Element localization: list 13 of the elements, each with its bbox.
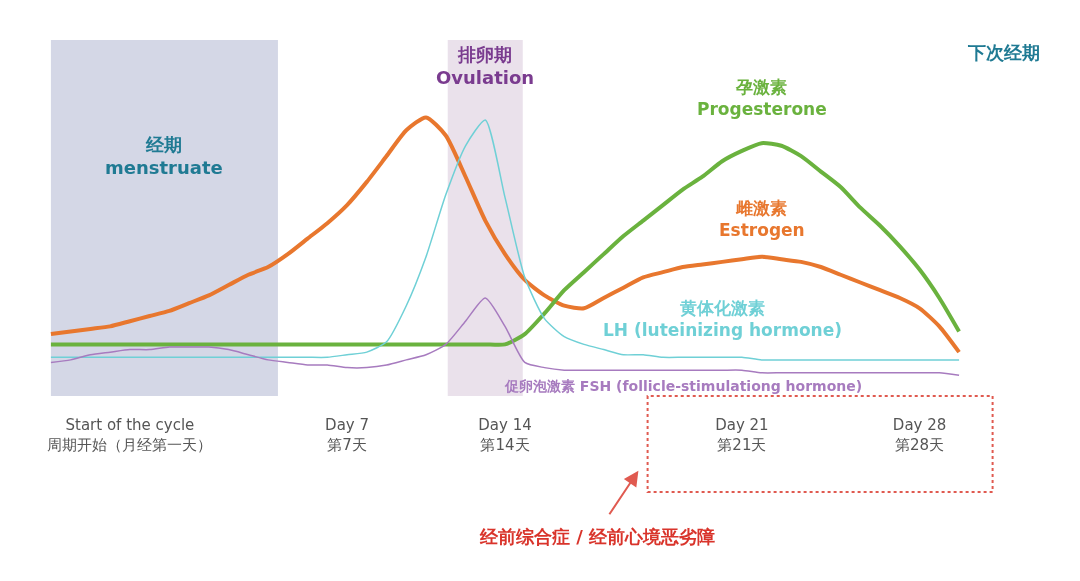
series-label: 黄体化激素 LH (luteinizing hormone) bbox=[603, 298, 842, 341]
text: 下次经期 bbox=[967, 42, 1040, 63]
text: 经前综合症 / 经前心境恶劣障 bbox=[479, 526, 716, 547]
x-tick-label: Start of the cycle 周期开始（月经第一天） bbox=[47, 416, 213, 454]
text: 排卵期 Ovulation bbox=[436, 44, 535, 89]
x-tick-label: Day 21 第21天 bbox=[715, 416, 769, 454]
x-tick-label: Day 28 第28天 bbox=[892, 416, 947, 454]
series-label: 促卵泡激素 FSH (follicle-stimulationg hormone) bbox=[504, 378, 863, 394]
annotation: 经期 menstruate bbox=[105, 134, 223, 179]
series-label: 雌激素 Estrogen bbox=[719, 198, 805, 241]
x-tick-label: Day 7 第7天 bbox=[325, 416, 370, 454]
text: 孕激素 Progesterone bbox=[697, 77, 827, 120]
x-tick-label: Day 14 第14天 bbox=[478, 416, 532, 454]
